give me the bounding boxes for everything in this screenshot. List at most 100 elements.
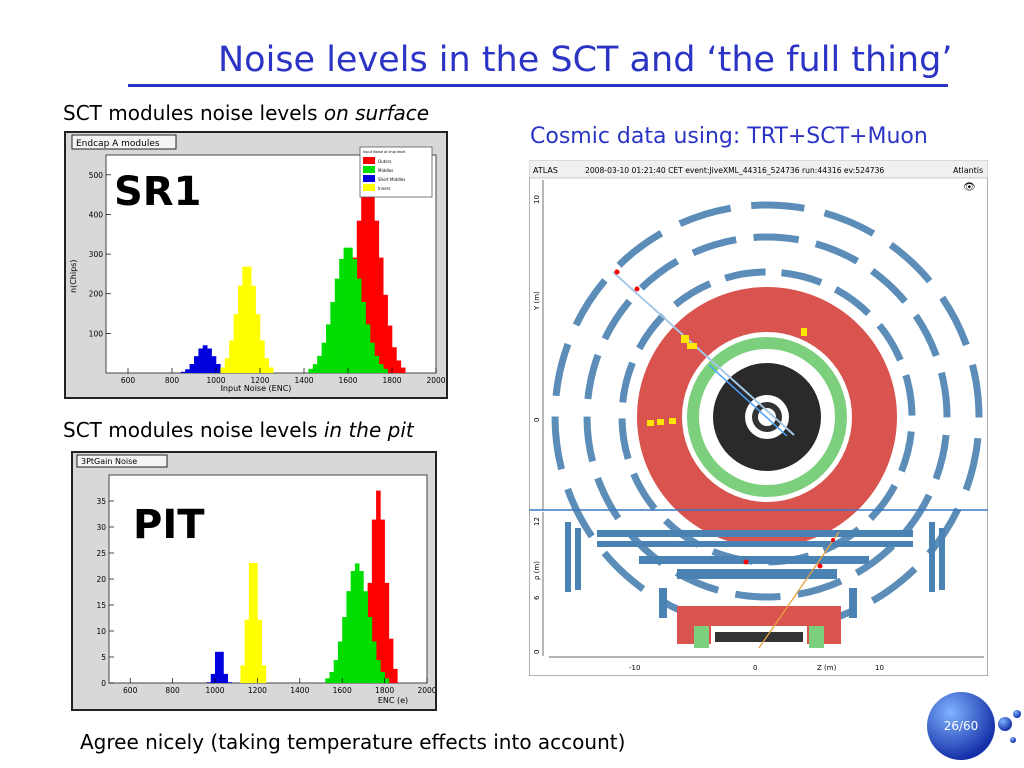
sr1-bar [242,266,248,373]
muon-chamber [616,230,664,268]
lower-y-axis-label: ρ (m) [533,561,541,580]
pit-x-axis-label: ENC (e) [378,696,408,705]
pit-y-tick-label: 5 [101,653,106,662]
pit-y-tick-label: 25 [96,549,106,558]
sr1-bar [330,301,336,373]
sr1-bar [392,347,397,373]
pit-bar [371,519,377,683]
lower-x-tick-minus10: -10 [629,664,640,672]
pit-y-tick-label: 30 [96,523,106,532]
muon-chamber [912,313,940,358]
lower-y-tick-12: 12 [533,517,541,526]
pit-bar [350,571,356,683]
sr1-x-tick-label: 1400 [294,376,313,385]
sr1-bar [374,220,380,373]
muon-chamber [619,361,636,403]
sr1-x-axis-label: Input Noise (ENC) [221,384,292,393]
sr1-panel-title: Endcap A modules [76,139,160,149]
sr1-x-tick-label: 2000 [426,376,445,385]
pit-bar [359,571,364,683]
sr1-bar [220,367,226,373]
lower-y-tick-0: 0 [533,650,541,654]
sr1-bar [268,367,274,373]
pit-bar [257,619,262,683]
caption-pit-prefix: SCT modules noise levels [63,418,324,442]
pit-bar [210,673,216,683]
sr1-bar [326,324,331,373]
sr1-bar [370,342,375,373]
sr1-y-tick-label: 500 [89,171,104,180]
event-header-right: Atlantis [953,166,983,175]
sr1-bar [185,369,190,373]
pit-bar [333,660,339,683]
pit-bar [380,671,385,683]
sr1-bar [378,364,384,373]
muon-chamber [638,257,680,291]
pit-bar [244,619,250,683]
muon-chamber [584,353,602,400]
y-tick-0: 0 [533,418,541,422]
event-header-mid: 2008-03-10 01:21:40 CET event:JiveXML_44… [585,166,884,175]
sr1-bar [312,364,318,373]
caption-surface-italic: on surface [323,101,430,125]
muon-chamber [691,236,737,257]
sr1-legend-swatch [363,175,375,182]
pit-bar [393,668,398,683]
sr1-bar [238,285,243,373]
eye-icon[interactable]: 👁 [963,182,976,193]
muon-chamber [594,476,622,521]
pit-panel-title-box [76,454,168,468]
sr1-bar [378,257,384,373]
slide-title: Noise levels in the SCT and ‘the full th… [218,40,953,80]
sr1-y-tick-label: 400 [89,210,104,219]
muon-chamber [902,374,916,416]
pit-y-tick-label: 20 [96,575,106,584]
muon-chamber [797,577,843,598]
pit-y-tick-label: 15 [96,601,106,610]
sr1-y-tick-label: 300 [89,250,104,259]
lower-x-tick-0: 0 [753,664,757,672]
sr1-bar [370,193,375,373]
sr1-bar [400,367,406,373]
sr1-legend-entry: Short Middles [378,177,405,182]
pit-bar [376,490,381,683]
pit-bar [223,673,229,683]
muon-chamber [868,483,898,521]
sr1-y-tick-label: 100 [89,329,104,338]
page-number: 26/60 [944,719,979,733]
muon-chamber [962,437,982,492]
pit-bar [325,678,330,683]
sr1-legend-entry: Inners [378,186,390,191]
sr1-legend-entry: Outers [378,159,391,164]
footer-note: Agree nicely (taking temperature effects… [80,730,626,754]
sr1-bar [387,325,393,373]
muon-chamber [823,209,876,237]
sr1-bar [361,193,366,373]
pit-panel-title: 3PtGain Noise [81,457,137,466]
pit-bar [371,641,377,683]
pit-histogram: 3PtGain Noise 600 800 1000 1200 1400 1600 1800… [71,451,437,711]
pit-bar [219,651,224,683]
sr1-bar [216,363,221,373]
sr1-y-tick-label: 200 [89,290,104,299]
sr1-bar [396,360,402,373]
caption-surface: SCT modules noise levels on surface [63,101,429,125]
cosmic-title: Cosmic data using: TRT+SCT+Muon [530,124,928,149]
pit-x-tick-label: 2000 [417,686,436,695]
sr1-bar [352,258,358,373]
page-number-badge: 26/60 [927,692,1021,760]
pit-bar [384,582,390,683]
pit-x-tick-label: 1200 [248,686,267,695]
sr1-bar [339,258,344,373]
sr1-bar [308,368,314,373]
pit-big-label: PIT [133,502,205,548]
muon-chamber [932,434,950,481]
muon-chamber [750,201,805,212]
pit-bar [363,591,368,683]
muon-chamber [814,240,860,265]
sr1-bar [194,356,199,373]
muon-chamber [938,371,951,418]
sr1-y-axis-label: n(Chips) [69,260,78,293]
sr1-x-tick-label: 800 [165,376,180,385]
pit-bar [329,671,335,683]
